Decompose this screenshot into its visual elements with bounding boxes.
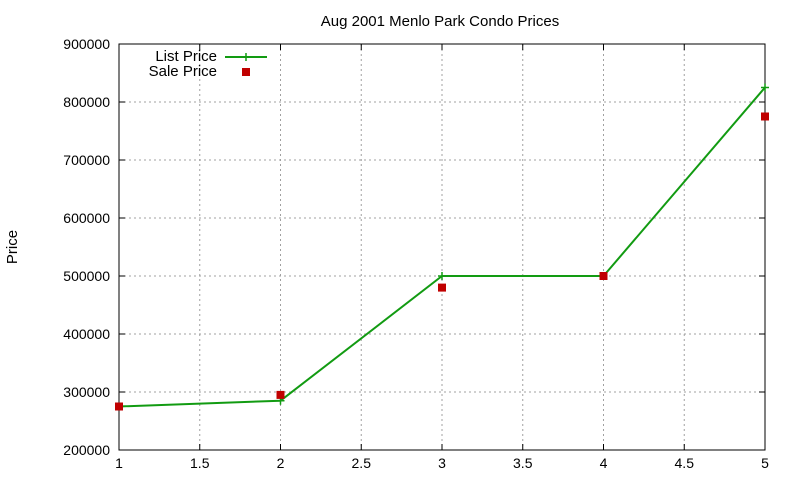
tick-marks: [118, 43, 766, 451]
y-tick-label: 300000: [63, 384, 110, 400]
x-tick-label: 3: [438, 455, 446, 471]
series: [115, 83, 769, 411]
sale-price-point: [276, 390, 285, 399]
x-tick-labels: 1 1.5 2 2.5 3 3.5 4 4.5 5: [115, 455, 769, 471]
sale-price-point: [761, 112, 769, 121]
list-price-point: [761, 83, 769, 92]
y-tick-label: 900000: [63, 36, 110, 52]
legend-label-list-price: List Price: [155, 48, 217, 65]
y-tick-label: 400000: [63, 326, 110, 342]
x-tick-label: 2.5: [352, 455, 372, 471]
legend-plus-marker: [242, 53, 250, 61]
sale-price-point: [115, 402, 123, 411]
x-tick-label: 3.5: [513, 455, 533, 471]
grid-lines: [119, 44, 765, 450]
sale-price-point: [438, 283, 446, 292]
legend-label-sale-price: Sale Price: [149, 63, 217, 80]
x-tick-label: 2: [277, 455, 285, 471]
y-tick-label: 200000: [63, 442, 110, 458]
list-price-point: [438, 272, 446, 280]
chart-title: Aug 2001 Menlo Park Condo Prices: [321, 13, 559, 30]
y-tick-label: 700000: [63, 152, 110, 168]
legend-square-marker: [242, 68, 250, 76]
x-tick-label: 4: [600, 455, 608, 471]
legend: List Price Sale Price: [149, 48, 267, 80]
y-tick-labels: 200000 300000 400000 500000 600000 700000 8000…: [63, 36, 110, 458]
sale-price-point: [599, 272, 608, 280]
x-tick-label: 1.5: [190, 455, 210, 471]
x-tick-label: 5: [761, 455, 769, 471]
legend-symbols: [225, 53, 267, 76]
y-tick-label: 600000: [63, 210, 110, 226]
x-tick-label: 1: [115, 455, 123, 471]
x-tick-label: 4.5: [675, 455, 695, 471]
y-tick-label: 800000: [63, 94, 110, 110]
y-tick-label: 500000: [63, 268, 110, 284]
y-axis-label: Price: [4, 230, 21, 264]
